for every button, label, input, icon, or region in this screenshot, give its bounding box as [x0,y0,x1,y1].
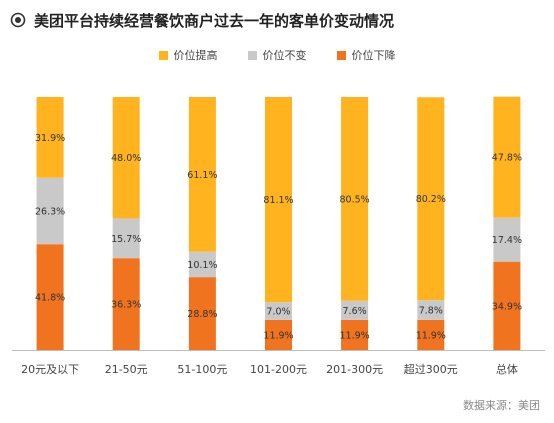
bar-up [36,97,64,178]
data-label-same: 7.6% [343,306,367,317]
bar-down [188,277,216,350]
data-label-up: 81.1% [263,195,293,206]
data-label-same: 17.4% [492,235,522,246]
bar-up [417,97,445,301]
legend-swatch-down [336,50,346,60]
data-label-same: 26.3% [35,207,65,218]
x-tick-label: 21-50元 [105,363,148,376]
bar-same [265,302,292,320]
data-label-down: 11.9% [340,330,370,341]
x-tick-label: 201-300元 [326,363,383,376]
data-label-up: 47.8% [492,153,522,164]
bar-same [112,218,140,259]
data-label-same: 7.0% [266,307,290,318]
data-label-down: 34.9% [492,301,522,312]
bar-up [341,97,369,301]
bar-down [265,319,292,350]
bar-down [417,319,445,350]
bar-down [341,319,369,350]
bar-same [341,300,369,320]
legend-item-same: 价位不变 [247,47,307,63]
data-label-up: 48.0% [111,153,141,164]
x-tick-label: 超过300元 [404,362,458,376]
bar-same [493,217,521,262]
target-icon [10,12,26,28]
bar-up [188,97,216,252]
data-label-up: 80.2% [416,194,446,205]
data-label-down: 11.9% [416,330,446,341]
legend-swatch-same [247,50,257,60]
data-label-up: 31.9% [35,133,65,144]
bar-same [417,300,445,320]
legend-item-up: 价位提高 [158,47,218,63]
data-label-same: 15.7% [111,234,141,245]
legend-label-down: 价位下降 [351,49,396,62]
x-tick-label: 总体 [496,362,518,376]
data-label-same: 7.8% [419,306,443,317]
bar-down [493,261,521,350]
data-label-up: 61.1% [187,170,217,181]
legend: 价位提高 价位不变 价位下降 [0,47,554,63]
legend-label-same: 价位不变 [262,49,307,62]
bar-same [188,251,216,278]
bar-same [36,177,64,245]
chart-title: 美团平台持续经营餐饮商户过去一年的客单价变动情况 [34,11,395,30]
x-tick-label: 51-100元 [177,363,227,376]
bar-down [36,244,64,350]
data-source: 数据来源：美团 [463,399,540,412]
data-label-down: 28.8% [187,309,217,320]
legend-item-down: 价位下降 [336,47,396,63]
legend-swatch-up [158,50,168,60]
x-tick-label: 101-200元 [250,363,307,376]
legend-label-up: 价位提高 [173,49,218,62]
bar-down [112,258,140,350]
bar-up [493,96,521,218]
data-label-down: 11.9% [263,330,293,341]
x-tick-label: 20元及以下 [21,363,79,376]
data-label-down: 41.8% [35,293,65,304]
title-row: 美团平台持续经营餐饮商户过去一年的客单价变动情况 [10,9,394,31]
bar-up [265,97,292,303]
data-label-down: 36.3% [111,300,141,311]
data-label-same: 10.1% [187,260,217,271]
bar-up [112,97,140,219]
data-label-up: 80.5% [340,194,370,205]
